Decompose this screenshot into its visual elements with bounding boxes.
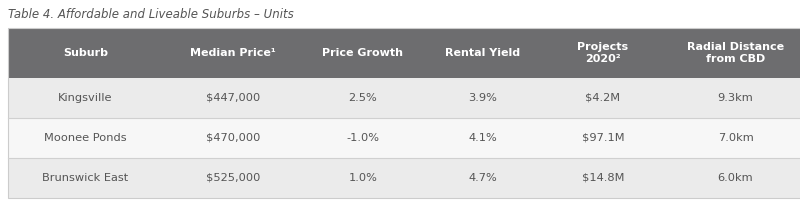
Bar (163, 118, 303, 158)
Text: 3.9%: 3.9% (469, 93, 498, 103)
Bar (163, 28, 303, 78)
Text: 9.3km: 9.3km (718, 93, 754, 103)
Bar (543, 118, 663, 158)
Bar (8, 28, 163, 78)
Bar (423, 78, 543, 118)
Bar (303, 118, 423, 158)
Text: Table 4. Affordable and Liveable Suburbs – Units: Table 4. Affordable and Liveable Suburbs… (8, 8, 294, 21)
Text: Kingsville: Kingsville (58, 93, 113, 103)
Bar (543, 158, 663, 198)
Text: $470,000: $470,000 (206, 133, 260, 143)
Bar (663, 158, 800, 198)
Bar (8, 28, 800, 198)
Text: Suburb: Suburb (63, 48, 108, 58)
Text: $97.1M: $97.1M (582, 133, 624, 143)
Bar (303, 158, 423, 198)
Text: -1.0%: -1.0% (346, 133, 379, 143)
Bar (8, 78, 163, 118)
Text: $447,000: $447,000 (206, 93, 260, 103)
Bar (423, 28, 543, 78)
Text: Median Price¹: Median Price¹ (190, 48, 276, 58)
Text: $14.8M: $14.8M (582, 173, 624, 183)
Bar (663, 78, 800, 118)
Text: 2.5%: 2.5% (349, 93, 378, 103)
Text: Projects
2020²: Projects 2020² (578, 42, 629, 64)
Text: 4.1%: 4.1% (469, 133, 498, 143)
Text: Moonee Ponds: Moonee Ponds (44, 133, 127, 143)
Text: 4.7%: 4.7% (469, 173, 498, 183)
Bar (663, 28, 800, 78)
Text: $525,000: $525,000 (206, 173, 260, 183)
Bar (163, 158, 303, 198)
Bar (543, 28, 663, 78)
Bar (303, 28, 423, 78)
Text: Brunswick East: Brunswick East (42, 173, 129, 183)
Text: Price Growth: Price Growth (322, 48, 403, 58)
Bar (663, 118, 800, 158)
Bar (423, 118, 543, 158)
Text: Rental Yield: Rental Yield (446, 48, 521, 58)
Text: Radial Distance
from CBD: Radial Distance from CBD (687, 42, 784, 64)
Text: 1.0%: 1.0% (349, 173, 378, 183)
Bar (543, 78, 663, 118)
Text: 7.0km: 7.0km (718, 133, 754, 143)
Text: $4.2M: $4.2M (586, 93, 621, 103)
Bar (8, 158, 163, 198)
Bar (303, 78, 423, 118)
Text: 6.0km: 6.0km (718, 173, 754, 183)
Bar (163, 78, 303, 118)
Bar (8, 118, 163, 158)
Bar (423, 158, 543, 198)
